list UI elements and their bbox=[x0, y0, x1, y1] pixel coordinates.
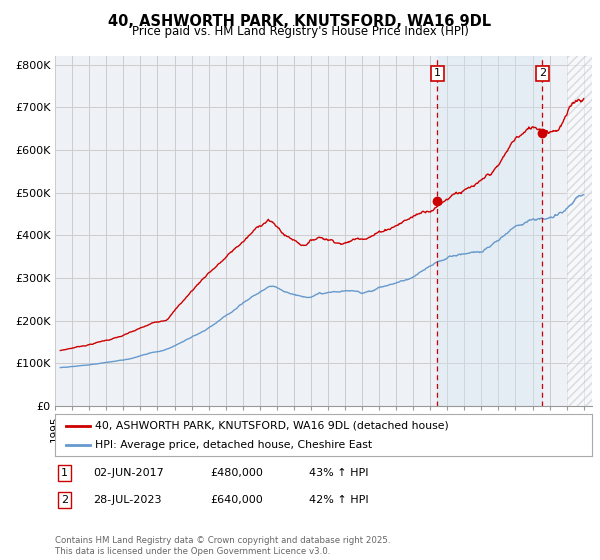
Bar bbox=[566, 56, 592, 406]
Text: 1: 1 bbox=[61, 468, 68, 478]
Text: Contains HM Land Registry data © Crown copyright and database right 2025.
This d: Contains HM Land Registry data © Crown c… bbox=[55, 536, 391, 556]
Text: HPI: Average price, detached house, Cheshire East: HPI: Average price, detached house, Ches… bbox=[95, 440, 373, 450]
Text: 43% ↑ HPI: 43% ↑ HPI bbox=[309, 468, 368, 478]
Text: 2: 2 bbox=[61, 495, 68, 505]
Text: 02-JUN-2017: 02-JUN-2017 bbox=[93, 468, 164, 478]
Text: 42% ↑ HPI: 42% ↑ HPI bbox=[309, 495, 368, 505]
Text: £640,000: £640,000 bbox=[210, 495, 263, 505]
Text: 40, ASHWORTH PARK, KNUTSFORD, WA16 9DL: 40, ASHWORTH PARK, KNUTSFORD, WA16 9DL bbox=[109, 14, 491, 29]
Text: 1: 1 bbox=[434, 68, 441, 78]
Text: £480,000: £480,000 bbox=[210, 468, 263, 478]
Text: 2: 2 bbox=[539, 68, 546, 78]
Text: Price paid vs. HM Land Registry's House Price Index (HPI): Price paid vs. HM Land Registry's House … bbox=[131, 25, 469, 38]
Text: 28-JUL-2023: 28-JUL-2023 bbox=[93, 495, 161, 505]
Text: 40, ASHWORTH PARK, KNUTSFORD, WA16 9DL (detached house): 40, ASHWORTH PARK, KNUTSFORD, WA16 9DL (… bbox=[95, 421, 449, 431]
Bar bbox=[437, 56, 542, 406]
Bar bbox=[566, 56, 592, 406]
